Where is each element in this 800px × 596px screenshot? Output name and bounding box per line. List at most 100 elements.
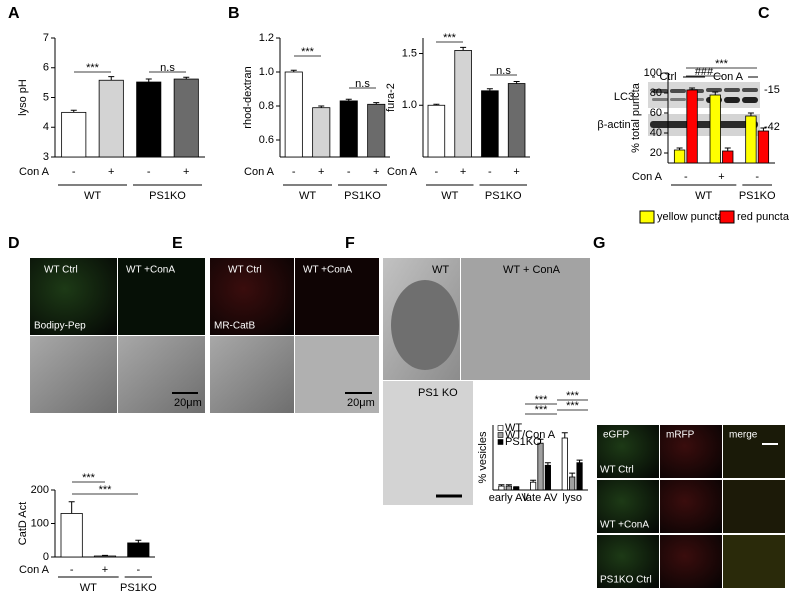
micrograph	[660, 535, 722, 588]
group-label: PS1KO	[485, 190, 522, 202]
condition-label: Con A	[632, 171, 663, 183]
bar	[544, 464, 551, 491]
group-label: WT	[299, 190, 316, 202]
micrograph	[30, 258, 117, 335]
bar	[339, 100, 358, 158]
significance-label: ***	[86, 62, 100, 74]
condition-label: Con A	[19, 564, 50, 576]
y-tick-label: 1.5	[402, 47, 417, 59]
bar	[60, 513, 83, 558]
micrograph	[295, 336, 379, 413]
bar	[561, 437, 568, 491]
legend-swatch	[639, 210, 655, 224]
bar	[530, 481, 537, 491]
x-tick-label: -	[435, 166, 439, 178]
micrograph	[210, 258, 294, 335]
image-label: PS1KO Ctrl	[600, 575, 652, 586]
bar	[757, 130, 770, 164]
micrograph	[723, 535, 785, 588]
bar	[93, 555, 117, 558]
group-label: WT	[695, 190, 712, 202]
micrograph	[660, 425, 722, 478]
error-bar	[183, 76, 190, 80]
significance-label: ***	[535, 404, 549, 416]
panel-label: A	[8, 5, 20, 22]
x-tick-label: +	[718, 171, 724, 183]
significance-label: ***	[82, 472, 96, 484]
bar	[284, 71, 303, 158]
error-bar	[747, 112, 754, 116]
x-tick-label: +	[102, 564, 108, 576]
image-label: WT +ConA	[303, 265, 352, 276]
error-bar	[433, 103, 440, 106]
y-tick-label: 0	[43, 551, 49, 563]
x-tick-label: lyso	[562, 492, 582, 504]
image-label: mRFP	[666, 430, 695, 441]
image-label: WT	[432, 264, 449, 276]
bar	[505, 485, 512, 491]
x-tick-label: early AV	[489, 492, 530, 504]
significance-label: ***	[301, 46, 315, 58]
bar	[537, 442, 544, 491]
panel-label: G	[593, 235, 605, 252]
legend-swatch	[497, 432, 504, 438]
bar	[686, 89, 698, 164]
x-tick-label: -	[488, 166, 492, 178]
image-label: eGFP	[603, 430, 629, 441]
x-tick-label: -	[70, 564, 74, 576]
y-axis-label: % vesicles	[477, 431, 489, 483]
error-bar	[108, 76, 115, 81]
micrograph	[597, 535, 659, 588]
bar	[312, 107, 331, 158]
error-bar	[318, 105, 325, 108]
group-label: PS1KO	[120, 582, 157, 594]
legend-swatch	[497, 439, 504, 445]
group-label: WT	[80, 582, 97, 594]
significance-label: ***	[443, 32, 457, 44]
significance-label: n.s	[355, 78, 370, 90]
bar	[576, 462, 583, 491]
error-bar	[486, 88, 493, 91]
scale-label: 20μm	[174, 397, 202, 409]
bar	[454, 50, 472, 158]
error-bar	[576, 459, 583, 463]
y-tick-label: 100	[31, 517, 49, 529]
significance-label: ***	[535, 394, 549, 406]
error-bar	[345, 98, 352, 101]
bar	[481, 90, 499, 158]
y-tick-label: 20	[650, 147, 662, 159]
y-axis-label: % total puncta	[630, 82, 642, 153]
significance-label: ***	[566, 400, 580, 412]
bar	[722, 150, 734, 164]
y-tick-label: 5	[43, 91, 49, 103]
image-label: Bodipy-Pep	[34, 321, 86, 332]
blot-bands	[650, 88, 758, 128]
image-panel-d: WT Ctrl WT +ConA Bodipy-Pep 20μm	[30, 258, 205, 413]
legend-label: red puncta	[737, 211, 790, 223]
y-tick-label: 4	[43, 121, 49, 133]
group-label: PS1KO	[739, 190, 776, 202]
y-tick-label: 6	[43, 62, 49, 74]
x-tick-label: +	[183, 166, 189, 178]
y-tick-label: 80	[650, 87, 662, 99]
image-panel-f: WT WT + ConA PS1 KO	[383, 258, 590, 505]
image-label: MR-CatB	[214, 321, 255, 332]
error-bar	[724, 147, 731, 151]
bar	[498, 485, 505, 491]
y-tick-label: 1.0	[402, 99, 417, 111]
y-axis-label: fura-2	[385, 83, 397, 112]
y-axis-label: rhod-dextran	[242, 66, 254, 128]
micrograph	[660, 480, 722, 533]
significance-label: n.s	[496, 65, 511, 77]
legend-swatch	[719, 210, 735, 224]
panel-label: F	[345, 235, 355, 252]
micrograph	[597, 425, 659, 478]
panel-label: D	[8, 235, 20, 252]
image-panel-g: eGFP mRFP merge WT Ctrl WT +ConA PS1KO C…	[597, 425, 785, 588]
y-tick-label: 40	[650, 127, 662, 139]
x-tick-label: -	[347, 166, 351, 178]
micrograph	[461, 258, 590, 380]
error-bar	[569, 472, 576, 477]
y-tick-label: 200	[31, 484, 49, 496]
image-label: WT Ctrl	[228, 265, 262, 276]
